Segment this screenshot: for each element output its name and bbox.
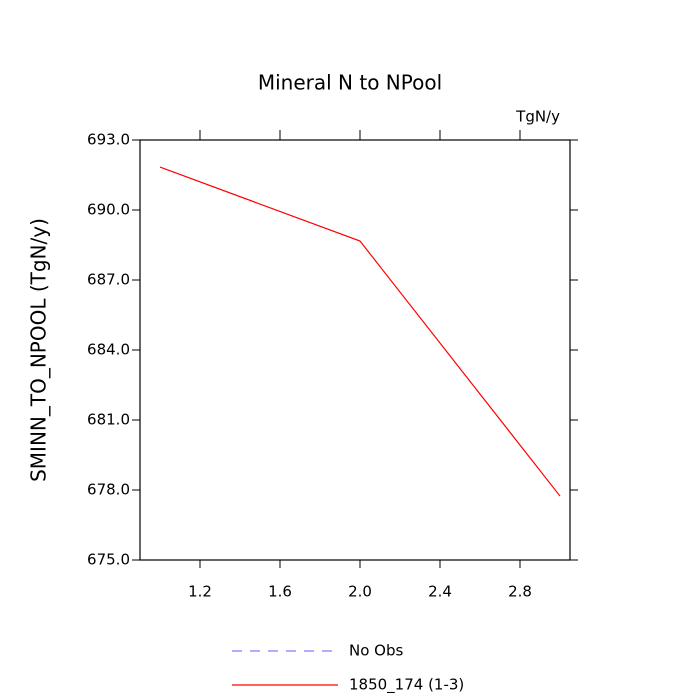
y-tick-label: 684.0 (87, 341, 130, 359)
y-tick-label: 681.0 (87, 411, 130, 429)
y-tick-label: 693.0 (87, 131, 130, 149)
legend-label: No Obs (349, 642, 403, 660)
legend-label: 1850_174 (1-3) (349, 676, 464, 695)
x-tick-label: 2.4 (428, 583, 452, 601)
y-tick-label: 678.0 (87, 481, 130, 499)
y-tick-label: 690.0 (87, 201, 130, 219)
y-axis-label: SMINN_TO_NPOOL (TgN/y) (27, 218, 51, 482)
x-tick-label: 2.0 (348, 583, 372, 601)
y-tick-label: 687.0 (87, 271, 130, 289)
x-tick-label: 1.6 (268, 583, 292, 601)
x-tick-label: 1.2 (188, 583, 212, 601)
series-line (159, 166, 561, 497)
x-tick-label: 2.8 (508, 583, 532, 601)
y-tick-label: 675.0 (87, 551, 130, 569)
chart-title: Mineral N to NPool (258, 71, 442, 95)
units-label: TgN/y (515, 108, 560, 126)
plot-frame (139, 139, 571, 561)
